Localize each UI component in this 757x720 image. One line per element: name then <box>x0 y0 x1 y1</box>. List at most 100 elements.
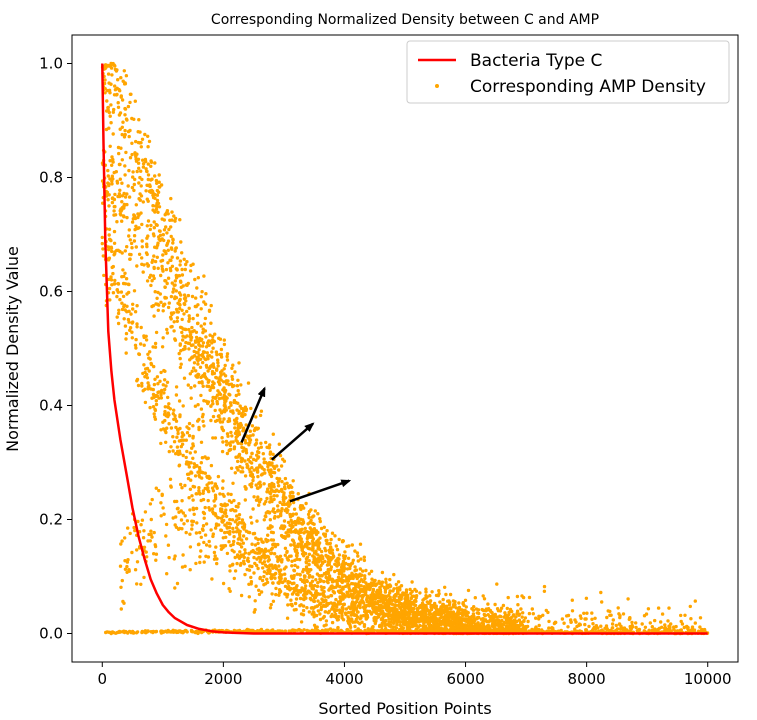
amp-point <box>348 588 352 593</box>
amp-point <box>343 579 347 583</box>
amp-point <box>262 482 266 486</box>
amp-point <box>232 539 236 544</box>
amp-point <box>324 553 328 558</box>
amp-point <box>247 552 251 556</box>
amp-point <box>294 512 298 516</box>
amp-point <box>507 618 512 622</box>
amp-point <box>265 496 269 501</box>
amp-point <box>351 576 355 581</box>
amp-point <box>410 580 414 584</box>
amp-point <box>125 564 129 569</box>
amp-point <box>412 602 416 606</box>
amp-point <box>106 72 111 76</box>
amp-point <box>118 564 123 568</box>
amp-point <box>206 486 210 490</box>
amp-point <box>163 249 167 254</box>
amp-point <box>520 615 524 619</box>
amp-point <box>278 500 282 505</box>
amp-point <box>505 614 510 618</box>
amp-point <box>216 474 221 479</box>
amp-point <box>142 529 146 533</box>
amp-point <box>250 451 254 456</box>
amp-point <box>256 495 260 499</box>
amp-point <box>222 342 227 347</box>
amp-point <box>247 595 251 599</box>
amp-point <box>207 539 211 544</box>
amp-point <box>128 238 132 242</box>
amp-point <box>318 617 323 622</box>
amp-point <box>260 554 264 559</box>
amp-point <box>199 498 203 503</box>
amp-point <box>531 612 535 616</box>
amp-point <box>116 248 120 252</box>
amp-point <box>261 540 265 544</box>
amp-point <box>147 139 152 144</box>
amp-point <box>307 562 311 567</box>
amp-point <box>239 459 244 464</box>
amp-point <box>313 509 317 513</box>
amp-point <box>133 177 137 182</box>
amp-point <box>208 333 212 337</box>
amp-point <box>384 580 388 584</box>
amp-point <box>213 504 217 508</box>
amp-point <box>346 556 351 560</box>
amp-point <box>351 609 356 614</box>
amp-point <box>646 607 651 611</box>
amp-point <box>384 626 388 631</box>
amp-point <box>587 624 591 629</box>
amp-point <box>311 547 315 551</box>
amp-point <box>222 367 226 371</box>
amp-point <box>221 486 225 490</box>
amp-point <box>229 440 233 444</box>
amp-point <box>251 475 255 479</box>
amp-point <box>203 471 207 475</box>
amp-point <box>386 607 390 611</box>
amp-point <box>180 330 184 335</box>
amp-point <box>318 577 322 581</box>
amp-point <box>357 601 362 605</box>
amp-point <box>211 510 215 514</box>
amp-point <box>180 326 184 330</box>
amp-point <box>490 622 495 626</box>
amp-point <box>341 592 345 596</box>
amp-point <box>117 151 121 156</box>
amp-point <box>202 274 206 278</box>
amp-point <box>255 547 259 551</box>
amp-point <box>403 591 407 595</box>
amp-point <box>372 606 376 611</box>
amp-point <box>151 387 155 392</box>
amp-point <box>283 577 287 581</box>
amp-point <box>283 629 288 633</box>
amp-point <box>326 571 331 575</box>
amp-point <box>320 549 324 554</box>
amp-point <box>378 585 382 589</box>
amp-point <box>276 542 280 547</box>
amp-point <box>309 598 313 602</box>
amp-point <box>264 499 268 504</box>
amp-point <box>408 618 413 623</box>
amp-point <box>337 602 342 606</box>
amp-point <box>109 238 113 243</box>
amp-point <box>233 370 237 374</box>
amp-point <box>234 455 238 459</box>
amp-point <box>154 558 158 562</box>
amp-point <box>133 528 137 533</box>
amp-point <box>109 64 113 69</box>
amp-point <box>350 543 354 547</box>
amp-point <box>315 591 320 596</box>
amp-point <box>256 446 261 450</box>
amp-point <box>107 126 111 130</box>
amp-point <box>152 234 156 238</box>
amp-point <box>269 495 273 499</box>
amp-point <box>152 395 156 400</box>
amp-point <box>395 614 400 619</box>
amp-point <box>310 593 315 597</box>
amp-point <box>119 213 123 217</box>
amp-point <box>124 277 129 281</box>
amp-point <box>515 624 520 628</box>
amp-point <box>276 504 280 508</box>
amp-point <box>147 532 151 537</box>
amp-point <box>105 99 109 103</box>
amp-point <box>241 429 245 433</box>
amp-point <box>371 587 376 592</box>
